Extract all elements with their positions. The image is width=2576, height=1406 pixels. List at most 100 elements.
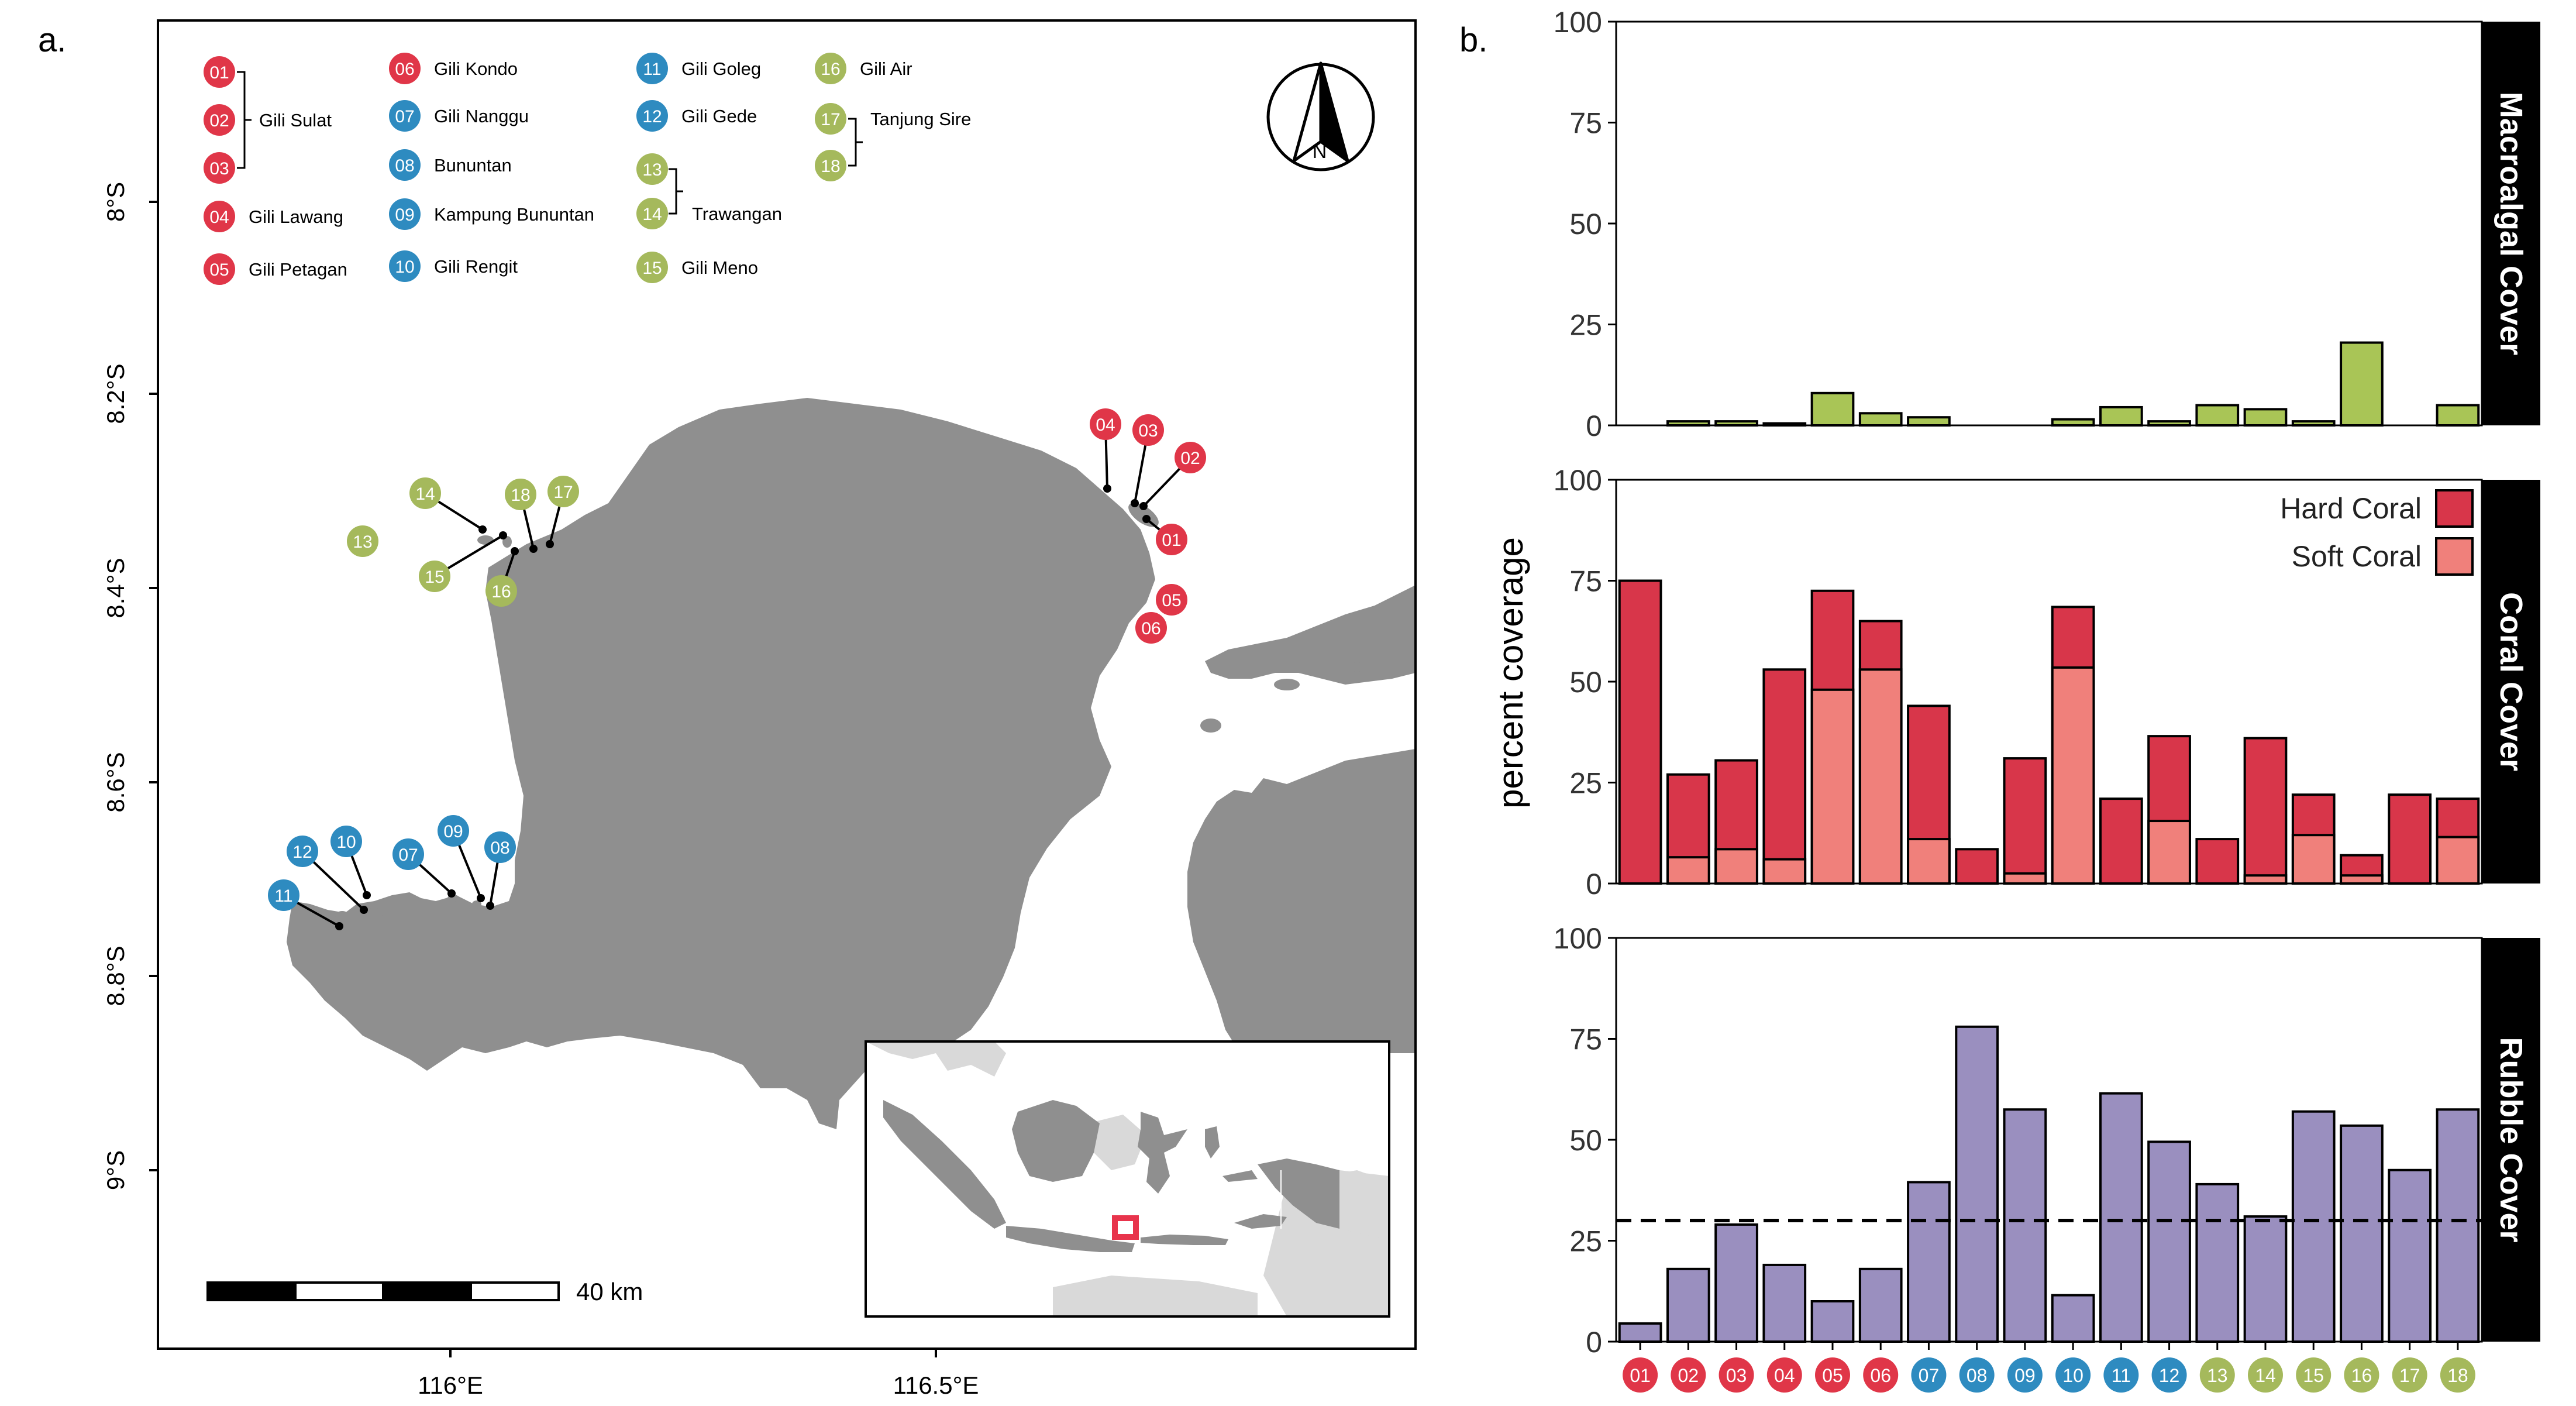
bar-rubble-cover-08: [1955, 1025, 1999, 1343]
chart-panel-2: 0 25 50 75 100 Coral Cover Hard Coral Soft Cora…: [1554, 464, 2540, 900]
x-tick-label: 06: [1870, 1365, 1891, 1386]
bar-rubble-cover-01: [1618, 1322, 1662, 1343]
y-tick-label: 100: [1554, 6, 1602, 39]
site-pin: [1156, 584, 1187, 616]
legend-marker: [636, 198, 668, 229]
site-pin: [392, 838, 424, 870]
y-tick-label: 75: [1569, 1023, 1602, 1056]
bar-soft-coral-15: [2291, 834, 2336, 885]
site-pin-number: 03: [1138, 421, 1158, 441]
legend-number: 02: [209, 111, 229, 130]
bar-rubble-cover-10: [2051, 1294, 2095, 1343]
legend-number: 05: [209, 260, 229, 280]
legend-marker: [636, 100, 668, 132]
y-tick-label: 75: [1569, 107, 1602, 140]
bar-soft-coral-04: [1762, 858, 1807, 885]
site-pin: [287, 836, 318, 867]
pin-point: [1103, 484, 1111, 493]
x-tick-label: 02: [1678, 1365, 1699, 1386]
map-y-tick-label: 8.6°S: [102, 752, 129, 812]
legend-site-name: Tanjung Sire: [870, 109, 971, 129]
facet-strip-label: Rubble Cover: [2494, 1037, 2529, 1242]
bar-soft-coral-10: [2051, 666, 2095, 885]
x-tick-label: 13: [2207, 1365, 2228, 1386]
legend-site-name: Gili Gede: [681, 106, 757, 126]
site-pin: [419, 561, 450, 592]
bar-rubble-cover-18: [2436, 1108, 2480, 1343]
legend-marker: [815, 150, 846, 181]
bar-rubble-cover-09: [2003, 1108, 2047, 1343]
site-pin-number: 13: [353, 532, 372, 552]
y-tick-label: 25: [1569, 309, 1602, 342]
site-pin-number: 05: [1162, 591, 1181, 610]
bar-hard-coral-11: [2099, 797, 2143, 885]
x-tick-label: 16: [2351, 1365, 2372, 1386]
bar-rubble-cover-11: [2099, 1092, 2143, 1343]
x-tick-label: 04: [1774, 1365, 1795, 1386]
sumbawa-north-coast: [1205, 585, 1416, 685]
site-pin-number: 17: [553, 483, 573, 502]
x-category-marker: [2151, 1357, 2187, 1393]
bar-macroalgal-cover-16: [2340, 341, 2384, 427]
islet: [1346, 662, 1368, 672]
legend-marker: [389, 149, 421, 181]
legend-marker: [815, 53, 846, 84]
pin-point: [1131, 499, 1139, 507]
bar-hard-coral-13: [2195, 838, 2240, 885]
bar-soft-coral-07: [1907, 838, 1951, 885]
bar-macroalgal-cover-07: [1907, 416, 1951, 427]
site-pin-number: 01: [1162, 531, 1181, 550]
bar-rubble-cover-05: [1810, 1300, 1855, 1343]
inset-map: [865, 1040, 1390, 1318]
legend-label: Soft Coral: [2292, 540, 2422, 573]
bar-rubble-cover-03: [1714, 1223, 1758, 1343]
bar-rubble-cover-06: [1858, 1267, 1903, 1343]
x-category-marker: [1815, 1357, 1850, 1393]
bar-rubble-cover-07: [1907, 1181, 1951, 1343]
site-pin: [438, 815, 469, 847]
site-pin: [484, 831, 516, 863]
legend-site-name: Gili Goleg: [681, 59, 761, 79]
map-y-tick-label: 8.2°S: [102, 363, 129, 424]
legend-swatch: [2435, 489, 2474, 528]
legend-number: 17: [821, 110, 840, 129]
map-y-tick-label: 8°S: [102, 182, 129, 222]
y-tick-label: 100: [1554, 922, 1602, 955]
bar-hard-coral-08: [1955, 848, 1999, 885]
legend-marker: [389, 250, 421, 282]
panel-b-label: b.: [1459, 21, 1487, 59]
pin-point: [499, 531, 507, 539]
map-legend: 01 02 Gili Sulat 03 04 Gili Lawang 05 Gili Peta…: [204, 53, 971, 285]
legend-marker: [389, 100, 421, 132]
site-pin: [1135, 612, 1167, 644]
pin-point: [511, 547, 519, 555]
y-tick-label: 0: [1586, 1326, 1602, 1359]
scale-bar: [206, 1281, 560, 1301]
y-tick-label: 100: [1554, 464, 1602, 497]
x-category-marker: [1959, 1357, 1995, 1393]
x-tick-label: 10: [2062, 1365, 2083, 1386]
bar-macroalgal-cover-12: [2147, 420, 2191, 427]
legend-number: 09: [395, 205, 414, 225]
site-pin-number: 02: [1180, 449, 1200, 468]
site-pin: [1132, 414, 1164, 446]
bar-macroalgal-cover-06: [1858, 412, 1903, 427]
legend-number: 12: [642, 107, 662, 126]
legend-site-name: Gili Air: [860, 59, 912, 79]
x-category-marker: [1719, 1357, 1754, 1393]
site-pin-number: 11: [274, 886, 292, 906]
bar-macroalgal-cover-05: [1810, 391, 1855, 427]
bar-rubble-cover-12: [2147, 1140, 2191, 1343]
x-category-marker: [2199, 1357, 2235, 1393]
bar-hard-coral-09: [2003, 757, 2047, 885]
pin-point: [546, 540, 554, 548]
x-category-marker: [2103, 1357, 2139, 1393]
x-category-marker: [1623, 1357, 1658, 1393]
map-x-tick-label: 116.5°E: [893, 1371, 979, 1399]
y-tick-label: 50: [1569, 208, 1602, 240]
bar-macroalgal-cover-04: [1762, 422, 1807, 427]
y-tick-label: 50: [1569, 1124, 1602, 1157]
legend-marker: [204, 56, 235, 88]
legend-site-name: Gili Petagan: [249, 259, 347, 280]
